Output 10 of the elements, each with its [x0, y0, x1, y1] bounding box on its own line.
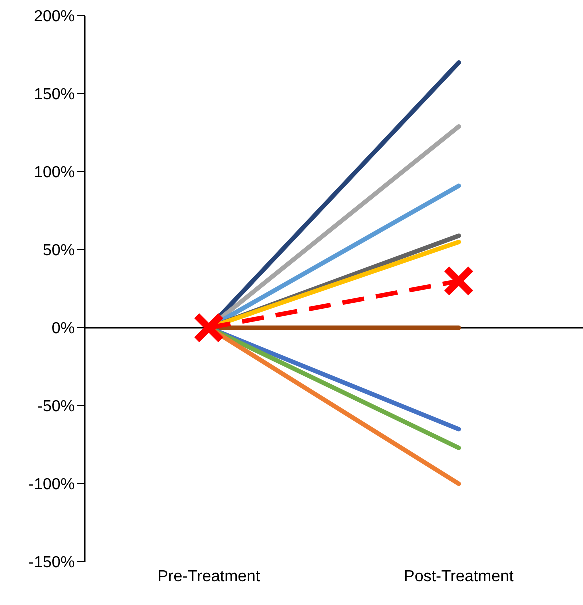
y-tick-label: 200% — [34, 8, 75, 26]
y-tick-label: 100% — [34, 164, 75, 182]
y-tick-label: -50% — [38, 398, 75, 416]
y-tick-label: -150% — [28, 554, 75, 572]
x-tick-label: Pre-Treatment — [158, 568, 261, 586]
x-tick-label: Post-Treatment — [404, 568, 514, 586]
y-tick-label: 50% — [42, 242, 75, 260]
y-tick-label: 0% — [52, 320, 75, 338]
y-tick-label: -100% — [28, 476, 75, 494]
y-tick-label: 150% — [34, 86, 75, 104]
